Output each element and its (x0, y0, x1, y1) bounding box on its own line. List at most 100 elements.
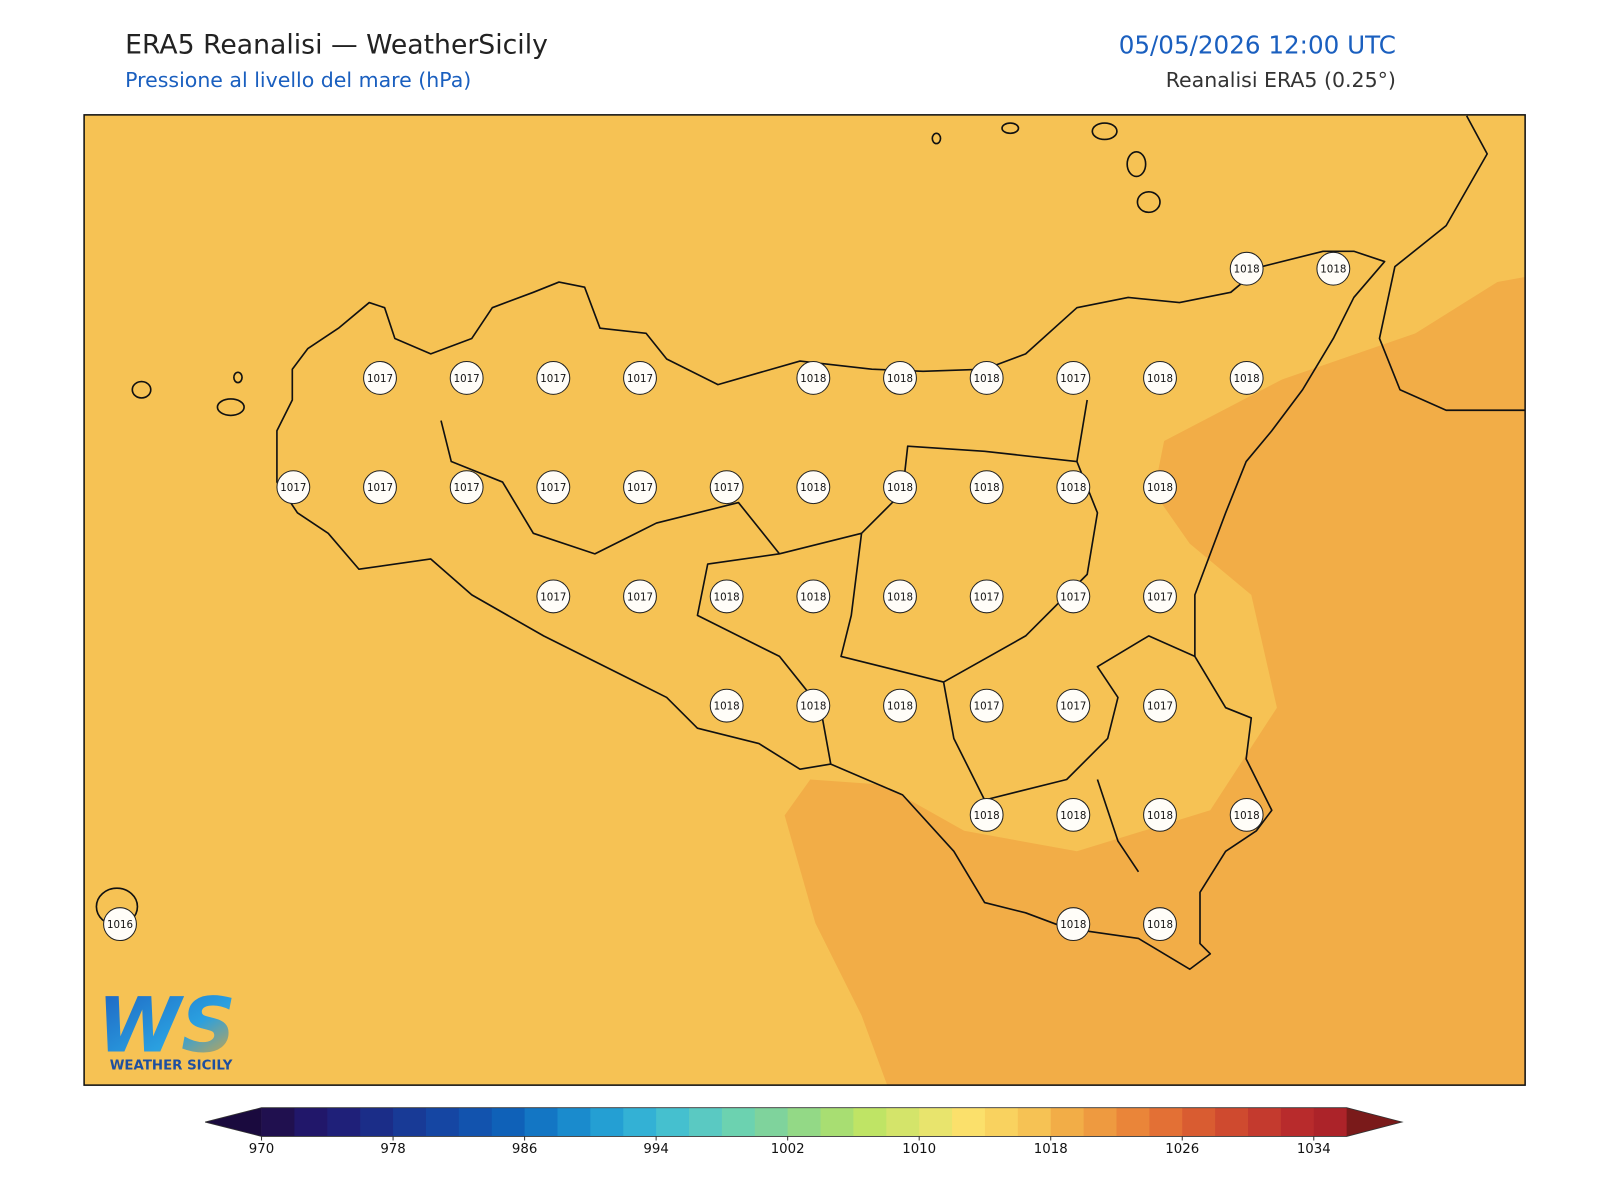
title: ERA5 Reanalisi — WeatherSicily (125, 29, 548, 60)
colorbar-bin (1182, 1107, 1216, 1137)
station-value: 1018 (887, 701, 913, 713)
station-value: 1018 (800, 373, 826, 385)
colorbar-bin (261, 1107, 295, 1137)
colorbar-bin (294, 1107, 328, 1137)
station-marker (1056, 579, 1091, 614)
station-value: 1017 (280, 482, 306, 494)
colorbar-extend-low (205, 1107, 262, 1137)
colorbar: 970 978 986 994 1002 1010 1018 1026 1034 (205, 1107, 1404, 1157)
colorbar-bin (984, 1107, 1019, 1137)
logo-caption: WEATHER SICILY (110, 1059, 233, 1074)
colorbar-bin (1083, 1107, 1118, 1137)
station-value: 1018 (1234, 373, 1260, 385)
station-marker (623, 470, 657, 505)
station-value: 1018 (887, 482, 913, 494)
subtitle: Pressione al livello del mare (hPa) (125, 68, 471, 92)
calabria-coast (1378, 115, 1526, 412)
colorbar-bin (1050, 1107, 1085, 1137)
map-frame (83, 114, 1526, 1086)
station-value: 1018 (1060, 810, 1086, 822)
islands (95, 122, 1161, 926)
station-marker (1143, 361, 1177, 395)
colorbar-bin (425, 1107, 460, 1137)
station-marker (969, 688, 1004, 723)
colorbar-tick-label: 1026 (1165, 1142, 1199, 1157)
station-marker (363, 361, 397, 395)
station-marker (709, 688, 744, 723)
coastline (276, 250, 1386, 971)
station-marker (1229, 797, 1264, 832)
colorbar-bin (360, 1107, 394, 1137)
colorbar-bin (393, 1107, 427, 1137)
colorbar-bin (1248, 1107, 1282, 1137)
station-marker (1229, 251, 1264, 286)
station-value: 1017 (540, 591, 566, 603)
station-value: 1017 (454, 482, 480, 494)
station-value: 1017 (1060, 591, 1086, 603)
station-value: 1017 (714, 482, 740, 494)
colorbar-bin (327, 1107, 361, 1137)
colorbar-bin (787, 1107, 822, 1137)
colorbar-tick-label: 1002 (771, 1142, 805, 1157)
colorbar-bin (1116, 1107, 1150, 1137)
station-value: 1018 (974, 373, 1000, 385)
colorbar-bin (1313, 1107, 1348, 1137)
colorbar-bin (458, 1107, 493, 1137)
station-value: 1018 (974, 482, 1000, 494)
station-value: 1018 (887, 591, 913, 603)
station-value: 1017 (627, 373, 653, 385)
station-value: 1017 (974, 591, 1000, 603)
station-value: 1018 (1320, 264, 1346, 276)
colorbar-extend-high (1346, 1107, 1403, 1137)
colorbar-bin (656, 1107, 690, 1137)
station-value: 1017 (1147, 701, 1173, 713)
station-value: 1017 (1060, 373, 1086, 385)
logo: WS WEATHER SICILY (97, 981, 235, 1073)
station-value: 1018 (714, 591, 740, 603)
map: 1018 1018 1017 1017 1017 1017 1018 1018 1018 1017… (84, 114, 1526, 1086)
station-value: 1018 (1147, 810, 1173, 822)
station-value: 1016 (107, 919, 133, 931)
station-marker (536, 361, 571, 395)
colorbar-bin (754, 1107, 789, 1137)
station-value: 1017 (1147, 591, 1173, 603)
station-value: 1017 (367, 373, 393, 385)
station-marker (536, 579, 571, 614)
colorbar-bin (491, 1107, 526, 1137)
province-borders (440, 399, 1196, 873)
station-value: 1018 (887, 373, 913, 385)
station-value: 1018 (1234, 264, 1260, 276)
station-value: 1018 (1147, 919, 1173, 931)
station-marker (1056, 907, 1091, 942)
station-value: 1017 (974, 701, 1000, 713)
station-marker (883, 688, 917, 723)
station-value: 1018 (1060, 482, 1086, 494)
colorbar-bin (1149, 1107, 1183, 1137)
station-marker (709, 579, 744, 614)
colorbar-bin (689, 1107, 723, 1137)
station-marker (1056, 797, 1091, 832)
station-marker (449, 361, 484, 395)
station-value: 1018 (800, 482, 826, 494)
station-marker (883, 361, 917, 395)
station-value: 1018 (1060, 919, 1086, 931)
station-marker (276, 470, 311, 505)
pressure-band (784, 276, 1526, 1086)
station-marker (1316, 251, 1351, 286)
station-value: 1017 (627, 482, 653, 494)
station-value: 1018 (1234, 810, 1260, 822)
colorbar-bin (1215, 1107, 1249, 1137)
station-marker (796, 579, 831, 614)
station-marker (1229, 361, 1264, 395)
colorbar-tick-label: 1010 (902, 1142, 936, 1157)
colorbar-bin (919, 1107, 953, 1137)
station-marker (1056, 361, 1091, 395)
station-value: 1018 (714, 701, 740, 713)
timestamp: 05/05/2026 12:00 UTC (1119, 30, 1396, 59)
logo-mark: WS (97, 981, 235, 1069)
station-marker (796, 688, 831, 723)
colorbar-outline (205, 1107, 1404, 1137)
colorbar-tick-label: 970 (249, 1142, 274, 1157)
colorbar-tick-label: 1018 (1034, 1142, 1068, 1157)
colorbar-tick-label: 994 (643, 1142, 668, 1157)
